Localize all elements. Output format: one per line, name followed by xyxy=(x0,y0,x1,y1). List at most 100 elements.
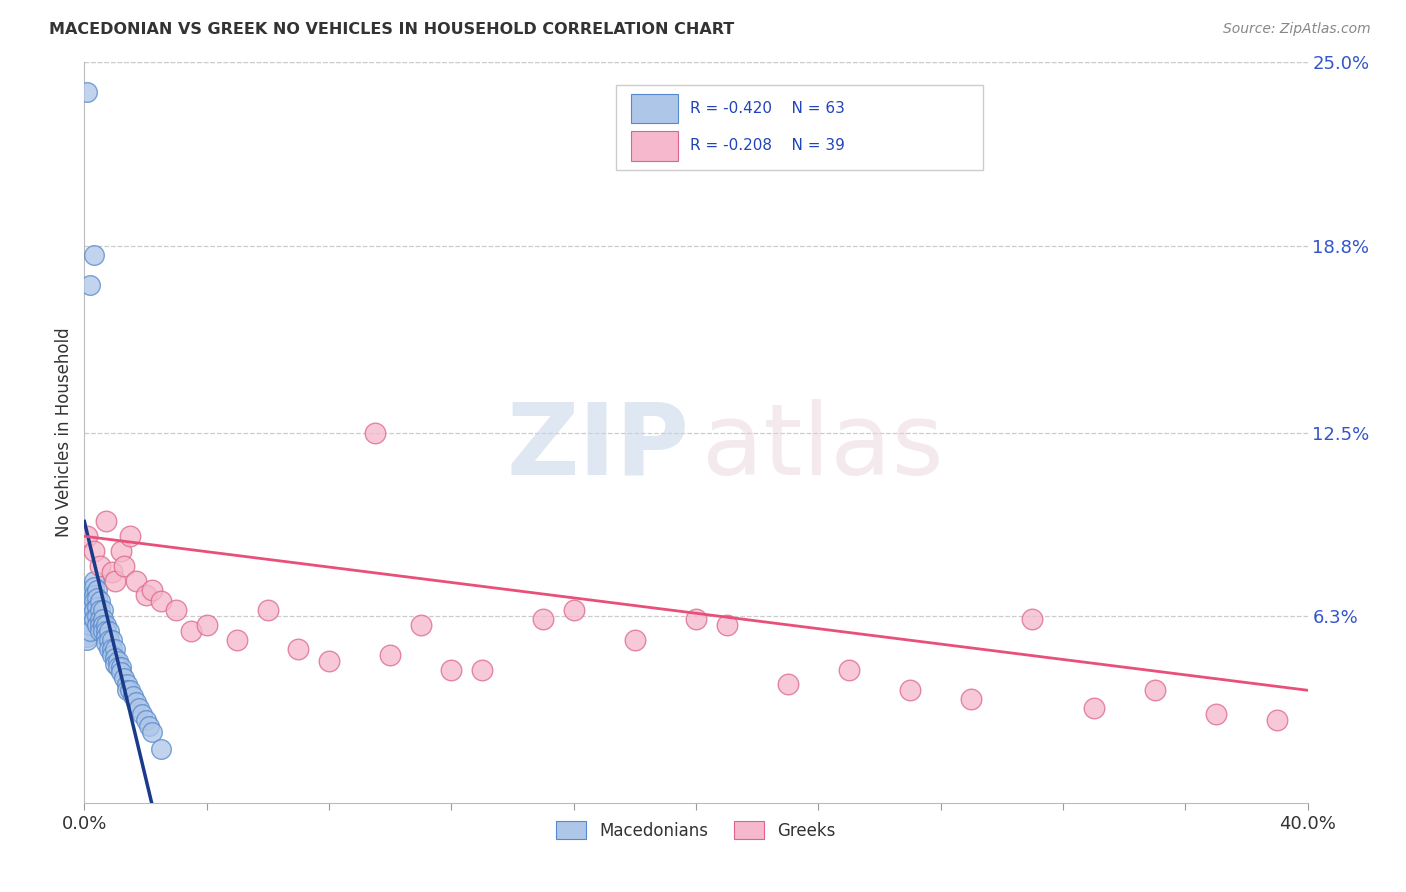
Point xyxy=(149,742,172,756)
Point xyxy=(83,612,105,626)
Point xyxy=(94,515,117,529)
Point xyxy=(1205,706,1227,721)
Point xyxy=(76,618,98,632)
Point xyxy=(76,85,98,99)
Point xyxy=(1143,683,1166,698)
Point xyxy=(104,657,127,671)
Point xyxy=(195,618,218,632)
Point xyxy=(101,648,124,662)
Point xyxy=(91,624,114,638)
Point xyxy=(104,650,127,665)
Point xyxy=(1021,612,1043,626)
Point xyxy=(76,632,98,647)
Point xyxy=(180,624,202,638)
Point xyxy=(89,603,111,617)
Point xyxy=(86,609,108,624)
Point xyxy=(76,529,98,543)
Point xyxy=(79,609,101,624)
Point xyxy=(112,672,135,686)
Point xyxy=(128,701,150,715)
Point xyxy=(531,612,554,626)
Point xyxy=(79,618,101,632)
Point xyxy=(94,624,117,638)
Point xyxy=(165,603,187,617)
Point xyxy=(91,603,114,617)
Point xyxy=(110,659,132,673)
Point xyxy=(79,624,101,638)
Point xyxy=(91,618,114,632)
Point xyxy=(104,574,127,588)
Point xyxy=(685,612,707,626)
Point xyxy=(112,558,135,573)
Point xyxy=(141,582,163,597)
Point xyxy=(122,689,145,703)
Point xyxy=(89,618,111,632)
Point xyxy=(79,603,101,617)
Point xyxy=(107,659,129,673)
Point xyxy=(86,600,108,615)
Text: R = -0.420    N = 63: R = -0.420 N = 63 xyxy=(690,101,845,116)
Point xyxy=(1265,713,1288,727)
Point xyxy=(83,589,105,603)
Text: R = -0.208    N = 39: R = -0.208 N = 39 xyxy=(690,138,845,153)
Point xyxy=(257,603,280,617)
Point xyxy=(120,683,142,698)
Point xyxy=(86,582,108,597)
Point xyxy=(83,603,105,617)
Point xyxy=(86,591,108,606)
Y-axis label: No Vehicles in Household: No Vehicles in Household xyxy=(55,327,73,538)
Text: ZIP: ZIP xyxy=(508,399,690,496)
Legend: Macedonians, Greeks: Macedonians, Greeks xyxy=(550,814,842,847)
Point xyxy=(226,632,249,647)
Point xyxy=(624,632,647,647)
Point xyxy=(716,618,738,632)
Point xyxy=(960,692,983,706)
Point xyxy=(471,663,494,677)
Point xyxy=(107,654,129,668)
Point xyxy=(76,627,98,641)
Point xyxy=(89,612,111,626)
Point xyxy=(94,618,117,632)
Point xyxy=(115,677,138,691)
Point xyxy=(149,594,172,608)
Point xyxy=(104,641,127,656)
Point xyxy=(776,677,799,691)
Point xyxy=(287,641,309,656)
Point xyxy=(135,713,157,727)
Bar xyxy=(631,94,678,123)
Point xyxy=(91,612,114,626)
Point xyxy=(97,624,120,638)
Point xyxy=(138,719,160,733)
Point xyxy=(838,663,860,677)
Point xyxy=(89,594,111,608)
Point xyxy=(97,632,120,647)
Point xyxy=(110,544,132,558)
Point xyxy=(440,663,463,677)
Point xyxy=(83,580,105,594)
Point xyxy=(83,248,105,262)
Point xyxy=(79,594,101,608)
Point xyxy=(364,425,387,440)
Point xyxy=(101,641,124,656)
Point xyxy=(318,654,340,668)
Point xyxy=(83,544,105,558)
Bar xyxy=(631,131,678,161)
Point xyxy=(89,558,111,573)
Point xyxy=(125,574,148,588)
Point xyxy=(380,648,402,662)
Point xyxy=(101,632,124,647)
Point xyxy=(83,574,105,588)
Point xyxy=(141,724,163,739)
Text: Source: ZipAtlas.com: Source: ZipAtlas.com xyxy=(1223,22,1371,37)
Point xyxy=(79,277,101,292)
Point xyxy=(898,683,921,698)
Text: atlas: atlas xyxy=(702,399,943,496)
Point xyxy=(83,594,105,608)
Point xyxy=(76,630,98,644)
Point xyxy=(115,683,138,698)
Point xyxy=(562,603,585,617)
Point xyxy=(94,630,117,644)
Point xyxy=(86,618,108,632)
Text: MACEDONIAN VS GREEK NO VEHICLES IN HOUSEHOLD CORRELATION CHART: MACEDONIAN VS GREEK NO VEHICLES IN HOUSE… xyxy=(49,22,734,37)
Point xyxy=(94,636,117,650)
